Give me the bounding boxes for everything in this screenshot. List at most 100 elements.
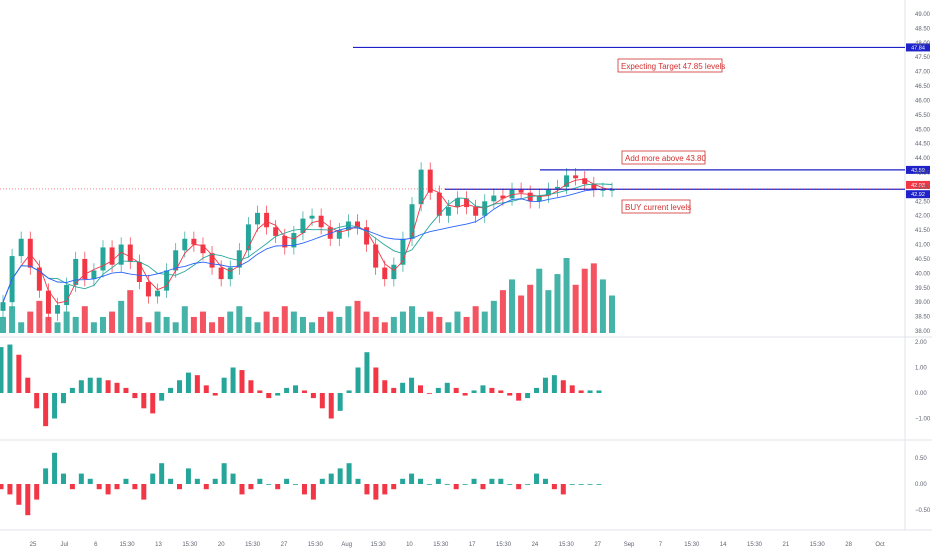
candle-body <box>536 195 542 202</box>
annotation-target[interactable]: Expecting Target 47.85 levels <box>617 58 725 73</box>
candle-body <box>491 195 497 202</box>
candle-body <box>418 169 424 205</box>
osc2-bar <box>507 484 513 485</box>
osc2-bar <box>534 473 540 484</box>
volume-bar <box>263 311 270 333</box>
osc1-bar <box>284 387 290 393</box>
volume-bar <box>0 316 6 333</box>
osc1-bar <box>177 380 183 393</box>
osc1-bar <box>534 387 540 393</box>
x-tick-label: 15:30 <box>182 542 198 548</box>
osc2-bar <box>373 484 379 500</box>
volume-bar <box>181 306 188 333</box>
candle-body <box>218 267 224 280</box>
osc2-bar <box>489 478 495 484</box>
x-tick-label: 15:30 <box>684 542 700 548</box>
osc1-bar <box>310 393 316 399</box>
osc2-bar <box>480 484 486 490</box>
osc2-bar <box>248 484 254 490</box>
candle-body <box>318 215 324 228</box>
last-price-text: 42.93 <box>911 183 925 189</box>
candle-body <box>136 261 142 283</box>
osc2-bar <box>417 478 423 484</box>
osc2-bar <box>578 484 584 485</box>
volume-bars <box>0 258 615 333</box>
candle-body <box>573 175 579 179</box>
osc2-tick-label: 0.00 <box>915 482 927 488</box>
volume-bar <box>218 316 225 333</box>
osc1-bar <box>221 377 227 393</box>
osc2-bar <box>587 484 593 485</box>
osc1-bar <box>560 380 566 393</box>
price-tick-label: 45.50 <box>915 113 931 119</box>
osc1-bar <box>7 344 13 393</box>
volume-bar <box>18 322 25 333</box>
candle-body <box>436 192 442 216</box>
volume-bar <box>309 322 316 333</box>
volume-bar <box>518 295 525 333</box>
osc2-bar <box>355 478 361 484</box>
osc2-bar <box>391 484 397 490</box>
ma-long-line <box>2 188 613 303</box>
annotation-add-more[interactable]: Add more above 43.80 <box>621 150 706 165</box>
volume-bar <box>390 316 397 333</box>
osc2-bar <box>0 484 4 490</box>
x-tick-label: Sep <box>624 542 635 548</box>
volume-bar <box>554 274 561 333</box>
osc1-tick-label: 0.00 <box>915 391 927 397</box>
osc2-bar <box>123 478 129 484</box>
osc1-bar <box>185 372 191 393</box>
volume-bar <box>90 322 97 333</box>
candle-body <box>155 290 161 297</box>
candle-body <box>245 224 251 251</box>
candle-body <box>291 233 297 248</box>
osc1-bar <box>417 385 423 393</box>
candle-body <box>209 253 215 268</box>
osc1-bar <box>212 393 218 396</box>
osc2-bar <box>7 484 13 495</box>
price-tick-label: 42.00 <box>915 214 931 220</box>
osc2-bar <box>551 484 557 490</box>
osc1-bar <box>337 393 343 411</box>
x-tick-label: 15:30 <box>810 542 826 548</box>
x-tick-label: 15:30 <box>433 542 449 548</box>
volume-bar <box>418 316 425 333</box>
x-tick-label: 15:30 <box>371 542 387 548</box>
candle-body <box>36 267 42 291</box>
osc2-bar <box>239 484 245 495</box>
osc1-bar <box>96 377 102 393</box>
osc2-bar <box>150 473 156 484</box>
volume-bar <box>245 316 252 333</box>
osc1-bar <box>507 393 513 396</box>
price-tick-label: 43.50 <box>915 171 931 177</box>
price-tick-label: 40.00 <box>915 271 931 277</box>
osc2-tick-label: −0.50 <box>915 508 931 514</box>
x-tick-label: 7 <box>659 542 663 548</box>
candle-body <box>82 258 88 280</box>
horizontal-lines[interactable]: 47.84 43.59 42.92 42.93 <box>0 43 930 199</box>
osc2-bar <box>141 484 147 500</box>
osc2-bar <box>525 484 531 485</box>
annotation-buy[interactable]: BUY current levels <box>621 199 691 214</box>
volume-bar <box>599 279 606 333</box>
volume-bar <box>327 311 334 333</box>
candle-body <box>182 238 188 251</box>
volume-bar <box>163 316 170 333</box>
candle-body <box>500 195 506 199</box>
osc2-bar <box>400 478 406 484</box>
volume-bar <box>9 306 16 333</box>
osc1-bar <box>16 354 22 393</box>
volume-bar <box>227 311 234 333</box>
candle-body <box>591 184 597 190</box>
annotation-buy-text: BUY current levels <box>625 203 691 212</box>
x-tick-label: Aug <box>341 542 352 548</box>
osc2-bar <box>471 478 477 484</box>
x-tick-label: 15:30 <box>120 542 136 548</box>
candle-body <box>609 189 615 191</box>
osc2-bar <box>301 484 307 495</box>
price-tick-label: 38.50 <box>915 315 931 321</box>
osc2-bar <box>78 473 84 484</box>
add-more-price-text: 43.59 <box>911 168 925 174</box>
osc2-bar <box>69 484 75 490</box>
